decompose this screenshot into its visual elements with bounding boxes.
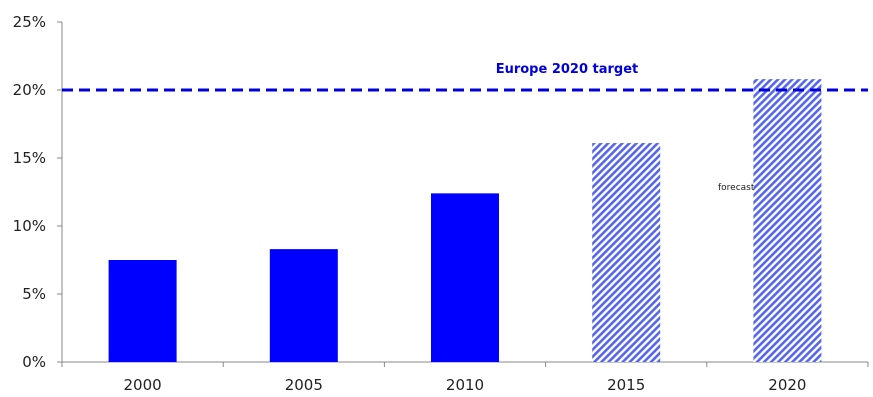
bars	[108, 79, 822, 363]
x-tick-label: 2000	[124, 376, 162, 394]
x-tick-label: 2010	[446, 376, 484, 394]
y-tick-label: 0%	[22, 353, 46, 371]
forecast-annotation: forecast	[718, 183, 755, 193]
bar-2010	[431, 193, 499, 362]
y-axis: 0% 5% 10% 15% 20% 25%	[13, 13, 63, 371]
x-tick-label: 2020	[768, 376, 806, 394]
bar-2000	[108, 260, 177, 362]
forecast-bar-2015	[592, 143, 661, 362]
bar-2005	[269, 249, 338, 362]
target-line-group: Europe 2020 target	[62, 62, 868, 92]
x-axis: 2000 2005 2010 2015 2020	[61, 361, 869, 394]
y-tick-label: 15%	[13, 149, 46, 167]
y-tick-label: 20%	[13, 81, 46, 99]
forecast-bar-2020	[753, 79, 822, 363]
y-tick-label: 5%	[22, 285, 46, 303]
y-tick-label: 10%	[13, 217, 46, 235]
x-tick-label: 2015	[607, 376, 645, 394]
target-label: Europe 2020 target	[496, 62, 639, 77]
y-tick-label: 25%	[13, 13, 46, 31]
x-tick-label: 2005	[285, 376, 323, 394]
